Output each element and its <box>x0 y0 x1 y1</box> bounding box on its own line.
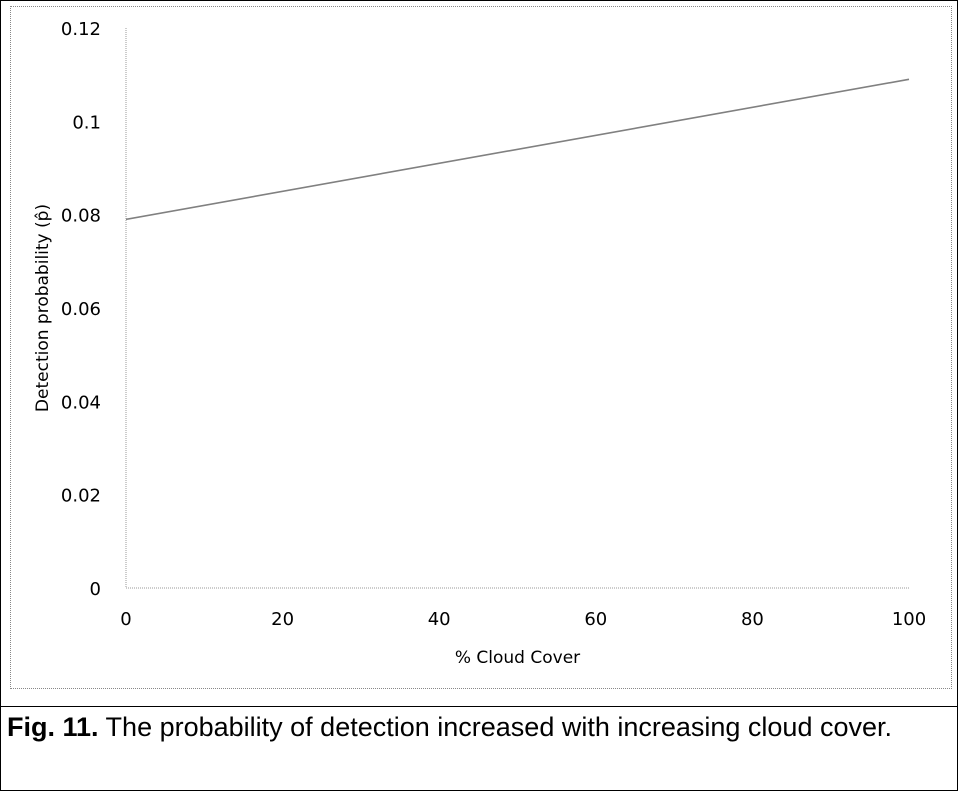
y-tick-label: 0.04 <box>61 392 101 413</box>
caption-divider <box>1 706 957 707</box>
line-chart: 0 0.02 0.04 0.06 0.08 0.1 0.12 0 20 40 60 80 100 % Cl… <box>33 19 926 668</box>
y-tick-label: 0.12 <box>61 19 101 40</box>
y-tick-label: 0.06 <box>61 299 101 320</box>
x-tick-label: 80 <box>741 609 764 630</box>
series-line <box>125 78 910 221</box>
y-axis-title: Detection probability (p̂) <box>33 204 53 412</box>
figure-caption: Fig. 11. The probability of detection in… <box>7 711 947 743</box>
y-tick-label: 0.08 <box>61 206 101 227</box>
caption-label: Fig. 11. <box>7 712 99 742</box>
y-tick-label: 0.02 <box>61 486 101 507</box>
y-tick-label: 0.1 <box>72 112 101 133</box>
caption-text: The probability of detection increased w… <box>98 712 893 742</box>
x-tick-label: 60 <box>584 609 607 630</box>
x-tick-label: 20 <box>271 609 294 630</box>
x-tick-label: 40 <box>428 609 451 630</box>
x-axis-title: % Cloud Cover <box>455 648 580 668</box>
x-tick-label: 100 <box>892 609 926 630</box>
figure-box <box>10 6 952 689</box>
y-tick-label: 0 <box>90 579 101 600</box>
x-tick-label: 0 <box>120 609 131 630</box>
